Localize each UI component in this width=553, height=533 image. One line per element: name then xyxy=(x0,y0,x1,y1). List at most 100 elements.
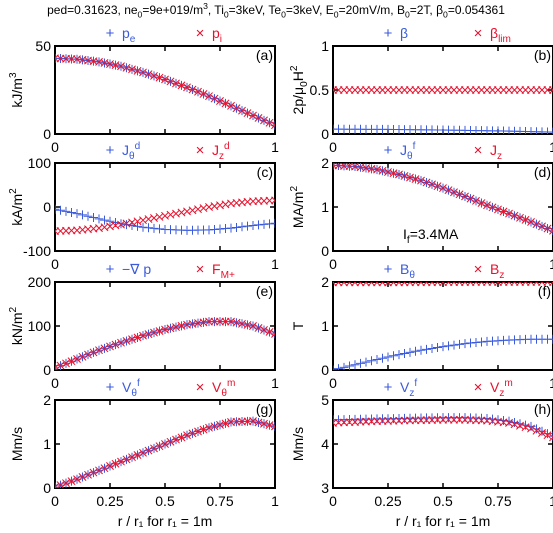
legend-marker: + xyxy=(384,379,393,396)
legend-label-part: f xyxy=(414,378,417,389)
x-tick-label: 0 xyxy=(51,256,59,272)
data-point-plus xyxy=(526,421,536,431)
data-point-cross xyxy=(395,170,403,179)
data-point-cross xyxy=(67,357,76,366)
data-point-cross xyxy=(216,97,224,105)
data-point-cross xyxy=(199,425,208,434)
y-tick-label: 2 xyxy=(321,274,329,290)
legend-label-part: θ xyxy=(129,151,135,162)
legend-label-part: d xyxy=(224,141,230,152)
y-axis-label: kA/m2​ xyxy=(8,188,25,226)
data-point-cross xyxy=(155,73,164,82)
legend-marker: + xyxy=(384,261,393,278)
legend-label-part: J xyxy=(212,142,219,158)
y-tick-label: 0 xyxy=(321,126,329,142)
data-point-cross xyxy=(439,184,447,193)
data-point-cross xyxy=(205,92,213,101)
figure-title: ped=0.31623, ne0​=9e+019/m3​, Ti0​=3keV,… xyxy=(47,1,505,20)
annotation-label-part: I xyxy=(403,226,407,242)
legend-label-part: z xyxy=(499,270,504,281)
data-point-cross xyxy=(117,62,125,71)
data-point-plus xyxy=(72,209,82,219)
data-point-cross xyxy=(260,116,268,125)
legend-marker: + xyxy=(106,142,115,159)
data-point-cross xyxy=(67,477,76,486)
figure-title-part: , Ti xyxy=(208,3,224,17)
data-point-cross xyxy=(521,423,530,432)
data-point-cross xyxy=(205,423,213,432)
figure-title-part: =0.054361 xyxy=(448,3,505,17)
panel-f: 0 1 0 1 2 T (f) + Bθ​ × Bz​ xyxy=(290,261,553,391)
legend-label-part: β xyxy=(490,25,498,41)
legend-label-part: V xyxy=(122,379,132,395)
data-point-plus xyxy=(232,222,241,232)
y-axis-label-part: H xyxy=(290,71,306,81)
legend-marker: + xyxy=(384,142,393,159)
data-point-plus xyxy=(411,346,420,356)
data-point-plus xyxy=(537,426,547,436)
legend-marker: × xyxy=(196,379,205,396)
y-tick-label: 2 xyxy=(321,155,329,171)
data-point-cross xyxy=(249,322,257,330)
data-layer xyxy=(55,317,275,370)
data-point-cross xyxy=(238,106,246,115)
x-tick-label: 0.75 xyxy=(484,493,511,509)
legend-label-part: θ xyxy=(131,388,137,399)
x-axis-title: r / r₁ for r₁ = 1m xyxy=(396,513,491,529)
y-tick-label: 0 xyxy=(321,243,329,259)
figure-title-part: =9e+019/m xyxy=(142,3,203,17)
legend-label: Vθ​f​ xyxy=(122,378,140,399)
data-point-plus xyxy=(444,341,453,351)
legend-label-part: M+ xyxy=(221,270,235,281)
y-tick-label: 100 xyxy=(28,318,52,334)
data-point-plus xyxy=(155,224,164,234)
data-point-plus xyxy=(515,419,525,429)
y-tick-label: 3 xyxy=(321,480,329,496)
data-point-cross xyxy=(194,87,202,96)
legend-label-part: F xyxy=(212,261,221,277)
data-point-cross xyxy=(117,457,125,466)
data-point-cross xyxy=(216,420,224,429)
legend-label-part: J xyxy=(122,142,129,158)
y-axis-label-part: 0 xyxy=(299,81,310,87)
legend-marker: × xyxy=(474,379,483,396)
data-point-plus xyxy=(433,343,442,353)
data-point-cross xyxy=(62,479,70,488)
figure-title-part: =20mV/m, B xyxy=(339,3,405,17)
data-point-cross xyxy=(232,104,241,113)
data-point-cross xyxy=(95,466,103,475)
data-point-cross xyxy=(428,180,436,189)
legend-marker: + xyxy=(106,261,115,278)
data-point-plus xyxy=(94,214,104,224)
legend-label: Jθ​f​ xyxy=(400,141,416,162)
plot-frame xyxy=(332,281,553,371)
panel-tag: (f) xyxy=(538,283,551,299)
y-tick-label: 50 xyxy=(35,38,51,54)
data-point-cross xyxy=(188,85,197,94)
data-point-cross xyxy=(177,81,186,90)
y-axis-label: Mm/s xyxy=(9,427,25,461)
y-tick-label: 2 xyxy=(43,392,51,408)
data-point-cross xyxy=(144,330,153,339)
data-point-cross xyxy=(139,448,147,457)
data-point-plus xyxy=(89,213,98,223)
data-point-cross xyxy=(89,468,98,477)
data-point-cross xyxy=(510,211,519,220)
data-point-plus xyxy=(367,356,376,366)
y-tick-label: 0.5 xyxy=(310,82,330,98)
data-point-cross xyxy=(111,459,120,468)
figure-title-part: 0 xyxy=(138,10,143,20)
data-point-cross xyxy=(84,350,92,359)
y-axis-label-part: 2 xyxy=(8,306,19,312)
legend-label-part: θ xyxy=(409,270,415,281)
data-point-plus xyxy=(226,223,236,233)
data-point-cross xyxy=(84,470,92,479)
data-point-cross xyxy=(271,422,275,431)
y-axis-label-part: kN/m xyxy=(9,312,25,345)
data-point-plus xyxy=(460,339,470,349)
data-point-cross xyxy=(106,342,114,351)
legend-marker: × xyxy=(196,142,205,159)
x-tick-label: 1 xyxy=(271,256,279,272)
